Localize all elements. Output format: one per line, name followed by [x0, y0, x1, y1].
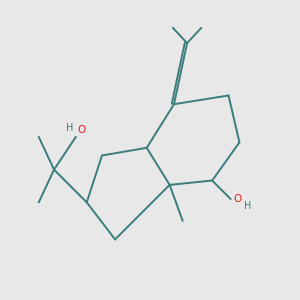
Text: H: H — [244, 201, 252, 211]
Text: O: O — [77, 125, 86, 135]
Text: H: H — [66, 123, 74, 133]
Text: O: O — [233, 194, 242, 204]
